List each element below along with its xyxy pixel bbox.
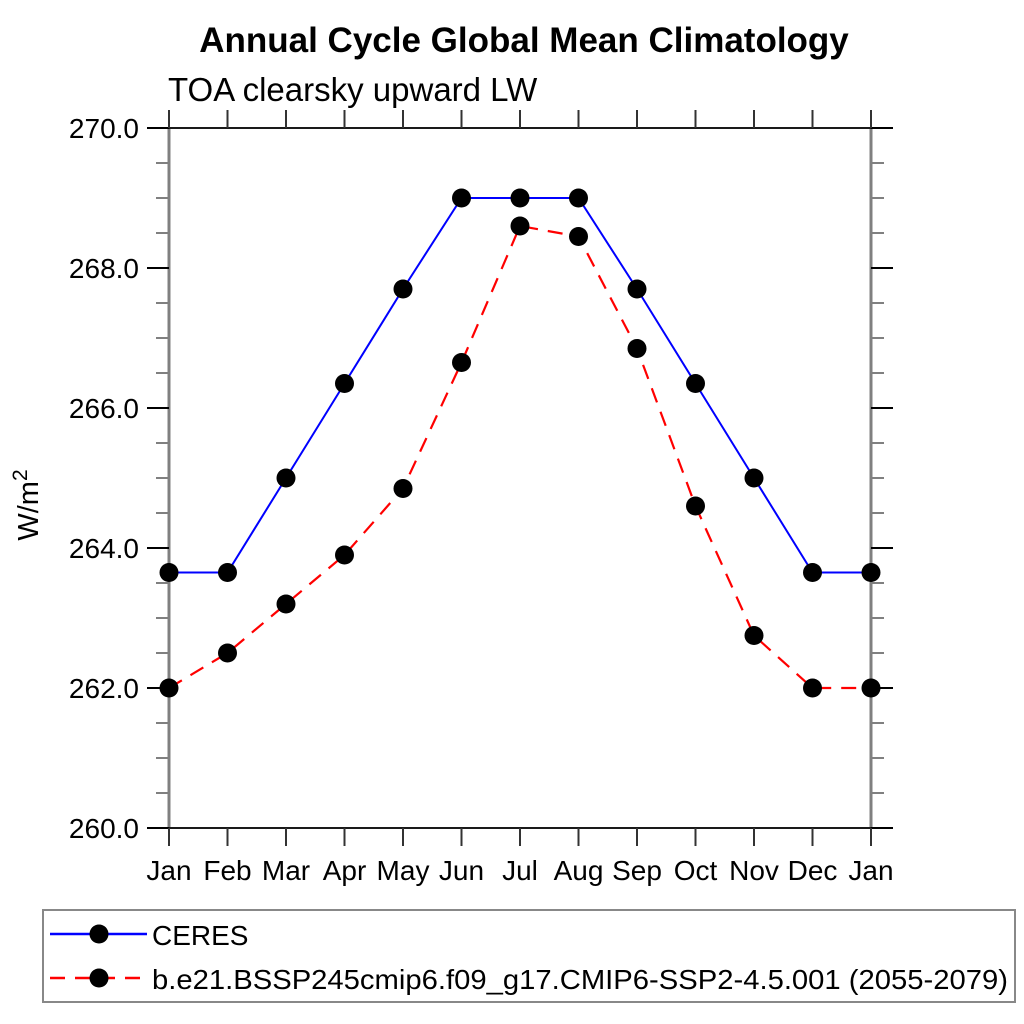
y-tick-label: 266.0 [69,393,139,424]
chart-subtitle: TOA clearsky upward LW [168,71,538,108]
ceres-data-point [393,279,413,299]
legend-marker-ceres [89,924,109,944]
x-tick-label: Oct [674,855,718,886]
model-data-point [744,626,764,645]
y-tick-label: 262.0 [69,673,139,704]
x-tick-label: Jun [439,855,484,886]
model-data-point [335,545,354,565]
legend-marker-model [89,968,109,988]
ceres-data-point [744,468,764,488]
y-tick-label: 264.0 [69,533,139,564]
y-tick-label: 270.0 [69,113,139,144]
data-series [159,188,881,698]
y-tick-label: 268.0 [69,253,139,284]
x-tick-label: Aug [554,855,604,886]
model-data-point [218,643,237,663]
legend: CERES b.e21.BSSP245cmip6.f09_g17.CMIP6-S… [42,909,1016,1003]
ceres-data-point [218,563,237,582]
model-data-point [861,678,881,698]
x-tick-label: Mar [262,855,310,886]
x-tick-label: Feb [203,855,251,886]
ceres-data-point [276,468,296,488]
model-data-point [803,678,822,698]
x-tick-label: Nov [729,855,779,886]
x-tick-label: Dec [788,855,838,886]
model-data-point [452,353,471,372]
model-data-point [686,496,705,516]
x-tick-label: Sep [612,855,662,886]
ceres-line [169,197,871,574]
x-tick-label: May [377,855,430,886]
legend-box [42,909,1016,1003]
ceres-data-point [627,279,647,299]
model-data-point [159,678,179,698]
model-data-point [276,594,296,614]
y-axis-label-exponent: 2 [9,469,32,481]
ceres-data-point [510,188,530,208]
x-tick-label: Apr [323,855,367,886]
ceres-data-point [159,563,179,582]
ceres-data-point [335,374,354,393]
model-data-point [510,216,530,236]
ceres-data-point [569,188,588,208]
x-tick-label: Jul [502,855,538,886]
legend-label-model: b.e21.BSSP245cmip6.f09_g17.CMIP6-SSP2-4.… [152,964,1008,995]
y-tick-label: 260.0 [69,813,139,844]
model-data-point [627,339,647,358]
ceres-data-point [803,563,822,582]
chart-title: Annual Cycle Global Mean Climatology [199,21,849,60]
legend-label-ceres: CERES [152,920,248,951]
ceres-data-point [686,374,705,393]
y-axis-label: W/m2 [9,469,45,540]
legend-line-samples [50,924,147,988]
model-data-point [569,227,588,246]
x-tick-label: Jan [146,855,191,886]
ceres-data-point [861,563,881,582]
ceres-data-point [452,188,471,208]
model-data-point [393,479,413,498]
model-line [168,224,871,690]
y-axis-label-base: W/m [13,481,45,541]
x-tick-label: Jan [848,855,893,886]
axes-frame: 260.0 262.0 264.0 266.0 268.0 270.0 Jan Feb Mar A… [69,110,894,886]
